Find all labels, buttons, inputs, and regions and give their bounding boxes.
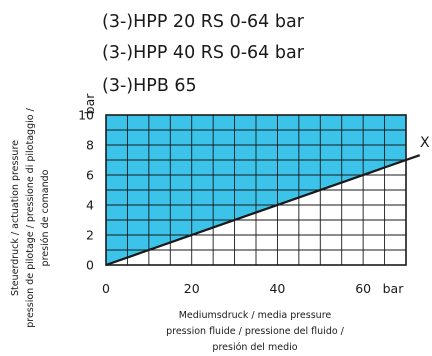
x-unit-label: bar bbox=[383, 281, 405, 296]
x-tick-label: 40 bbox=[269, 281, 285, 296]
y-tick-label: 10 bbox=[78, 108, 94, 123]
y-axis-title-line-2: pression de pilotage / pressione di pilo… bbox=[25, 107, 36, 327]
series-end-label: X bbox=[420, 135, 430, 151]
y-tick-label: 8 bbox=[86, 138, 94, 153]
x-axis-title-line-2: pression fluide / pressione del fluido / bbox=[166, 326, 345, 337]
chart-title: (3-)HPP 20 RS 0-64 bar (3-)HPP 40 RS 0-6… bbox=[102, 12, 305, 96]
series-line bbox=[105, 154, 421, 267]
y-axis-title: Steuerdruck / actuation pressure pressio… bbox=[10, 107, 51, 327]
x-axis-title-line-3: presión del medio bbox=[212, 342, 297, 353]
title-line-1: (3-)HPP 20 RS 0-64 bar bbox=[102, 12, 305, 32]
y-tick-label: 4 bbox=[86, 198, 94, 213]
x-tick-label: 0 bbox=[102, 281, 110, 296]
title-line-2: (3-)HPP 40 RS 0-64 bar bbox=[102, 43, 305, 63]
y-tick-label: 0 bbox=[86, 258, 94, 273]
y-unit-label: bar bbox=[82, 93, 97, 115]
x-axis-title: Mediumsdruck / media pressure pression f… bbox=[166, 310, 345, 353]
y-tick-labels: 0 2 4 6 8 10 bbox=[78, 108, 94, 273]
plot-border bbox=[105, 114, 407, 266]
y-axis-title-line-1: Steuerdruck / actuation pressure bbox=[10, 140, 21, 296]
y-tick-label: 2 bbox=[86, 228, 94, 243]
plot-series bbox=[105, 154, 421, 267]
x-tick-label: 60 bbox=[355, 281, 371, 296]
x-tick-label: 20 bbox=[184, 281, 200, 296]
title-line-3: (3-)HPB 65 bbox=[102, 76, 197, 96]
x-tick-labels: 0 20 40 60 bbox=[102, 281, 371, 296]
x-axis-title-line-1: Mediumsdruck / media pressure bbox=[179, 310, 332, 321]
y-tick-label: 6 bbox=[86, 168, 94, 183]
y-axis-title-line-3: presión de comando bbox=[40, 169, 51, 266]
plot-frame bbox=[105, 114, 407, 266]
